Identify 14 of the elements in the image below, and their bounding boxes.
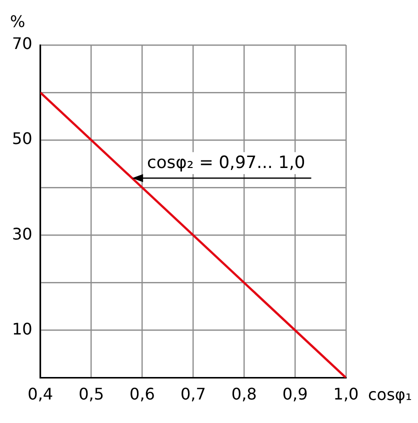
x-tick-label: 0,9 bbox=[282, 384, 308, 404]
x-tick-label: 1,0 bbox=[333, 384, 359, 404]
y-tick-label: 10 bbox=[12, 319, 32, 338]
x-tick-label: 0,8 bbox=[231, 384, 257, 404]
x-tick-label: 0,7 bbox=[180, 384, 206, 404]
x-tick-label: 0,6 bbox=[130, 384, 155, 404]
y-tick-label: 50 bbox=[12, 129, 32, 148]
x-tick-label: 0,4 bbox=[28, 384, 54, 404]
y-axis-title: % bbox=[10, 12, 26, 32]
y-tick-label: 30 bbox=[12, 224, 32, 244]
y-tick-label: 70 bbox=[12, 34, 32, 54]
x-axis-title: cosφ₁ bbox=[368, 384, 412, 404]
annotation: cosφ₂ = 0,97... 1,0 bbox=[147, 153, 306, 174]
x-tick-label: 0,5 bbox=[78, 384, 104, 404]
